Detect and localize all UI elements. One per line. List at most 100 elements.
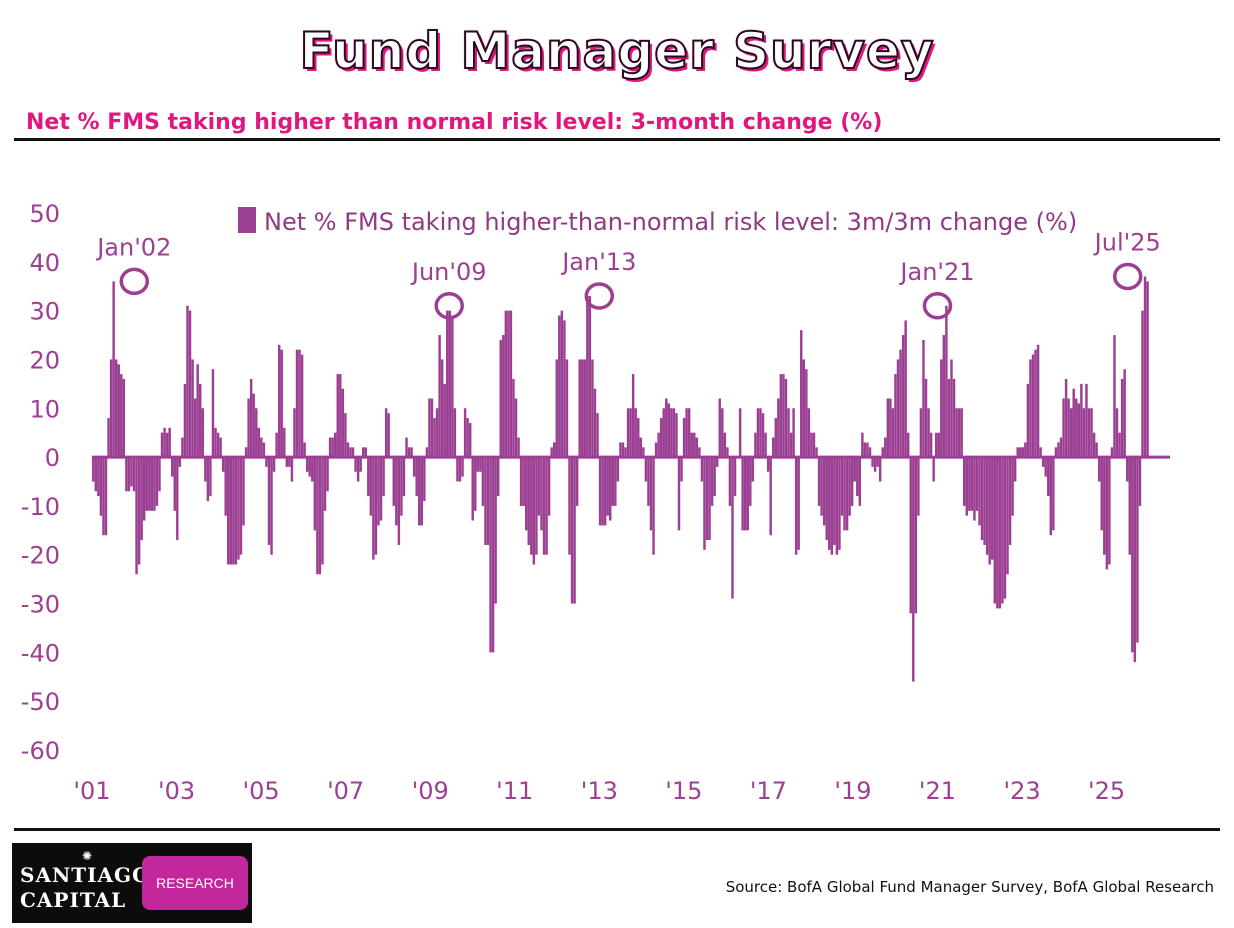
bar — [922, 339, 925, 458]
bar — [675, 413, 678, 458]
bar — [1069, 408, 1073, 458]
annotation-marker — [434, 292, 464, 320]
x-tick-label: '15 — [665, 777, 702, 805]
bar — [384, 408, 388, 458]
bar — [171, 457, 174, 477]
bar — [769, 457, 772, 536]
bar — [652, 457, 655, 555]
bar — [333, 432, 337, 458]
bar — [616, 457, 620, 482]
bar — [326, 457, 329, 492]
bar — [283, 427, 286, 458]
bar — [405, 437, 408, 458]
x-tick-label: '25 — [1088, 777, 1125, 805]
bar — [1044, 457, 1047, 477]
bar — [815, 447, 818, 458]
y-tick-label: 50 — [29, 200, 60, 228]
bar — [204, 457, 207, 482]
bar — [639, 437, 643, 458]
bar — [135, 457, 138, 575]
bar — [978, 457, 981, 526]
bar — [876, 457, 879, 467]
bar — [1105, 457, 1109, 570]
bar — [412, 457, 416, 477]
annotation-marker — [584, 282, 615, 310]
bar — [209, 457, 212, 497]
bar — [848, 457, 851, 516]
x-tick-label: '13 — [581, 777, 618, 805]
bar — [341, 388, 345, 458]
bar — [1036, 344, 1040, 458]
bar — [1064, 378, 1068, 458]
bar — [670, 408, 673, 458]
bar — [550, 447, 553, 458]
bar — [430, 398, 434, 458]
bar — [1016, 447, 1019, 458]
bar — [542, 457, 546, 555]
bar — [1085, 383, 1088, 458]
annotation-marker — [922, 292, 953, 320]
x-tick-label: '09 — [412, 777, 449, 805]
bar — [685, 408, 688, 458]
bar — [919, 408, 923, 458]
bar — [458, 457, 462, 482]
y-tick-label: -60 — [21, 737, 60, 765]
bar — [140, 457, 143, 541]
bar — [267, 457, 271, 545]
bar — [1057, 442, 1060, 458]
bar — [937, 432, 940, 458]
bar — [570, 457, 574, 604]
research-badge: RESEARCH — [142, 856, 248, 910]
annotation-label: Jun'09 — [410, 258, 487, 286]
bar — [759, 408, 762, 458]
bar — [438, 335, 441, 458]
bar — [1006, 457, 1009, 575]
bar — [1031, 354, 1035, 458]
bar — [522, 457, 525, 506]
bar — [614, 457, 617, 506]
bar — [973, 457, 976, 521]
bar-series — [92, 276, 1149, 682]
bar — [1087, 408, 1091, 458]
bar — [420, 457, 424, 526]
annotation-marker — [119, 267, 150, 296]
bar — [219, 437, 222, 458]
bar — [242, 457, 245, 526]
bar — [901, 335, 905, 458]
bar — [952, 378, 956, 458]
bar — [300, 354, 304, 458]
bar — [298, 349, 301, 458]
bar — [858, 457, 862, 506]
bar — [1118, 432, 1121, 458]
x-tick-label: '01 — [73, 777, 110, 805]
bar — [1075, 398, 1078, 458]
bar — [418, 457, 421, 526]
y-tick-label: 20 — [29, 346, 60, 374]
bar — [886, 398, 890, 458]
bar — [873, 457, 877, 472]
bar — [400, 457, 403, 516]
bar — [896, 359, 900, 458]
bar — [1103, 457, 1106, 555]
bar — [782, 374, 785, 458]
bar — [339, 374, 342, 458]
bar — [667, 403, 671, 458]
bar — [593, 388, 597, 458]
bar — [517, 437, 520, 458]
bar — [644, 457, 648, 482]
bar — [581, 359, 584, 458]
bar — [117, 364, 120, 458]
bar — [1072, 388, 1075, 458]
x-tick-label: '05 — [243, 777, 280, 805]
annotation-label: Jan'02 — [95, 233, 171, 261]
bar — [1141, 310, 1144, 458]
bar — [104, 457, 108, 536]
bar — [624, 447, 627, 458]
bar — [820, 457, 823, 516]
bar — [797, 457, 800, 550]
bar — [512, 378, 515, 458]
bar — [244, 447, 248, 458]
bar — [331, 437, 334, 458]
bar — [912, 457, 915, 682]
